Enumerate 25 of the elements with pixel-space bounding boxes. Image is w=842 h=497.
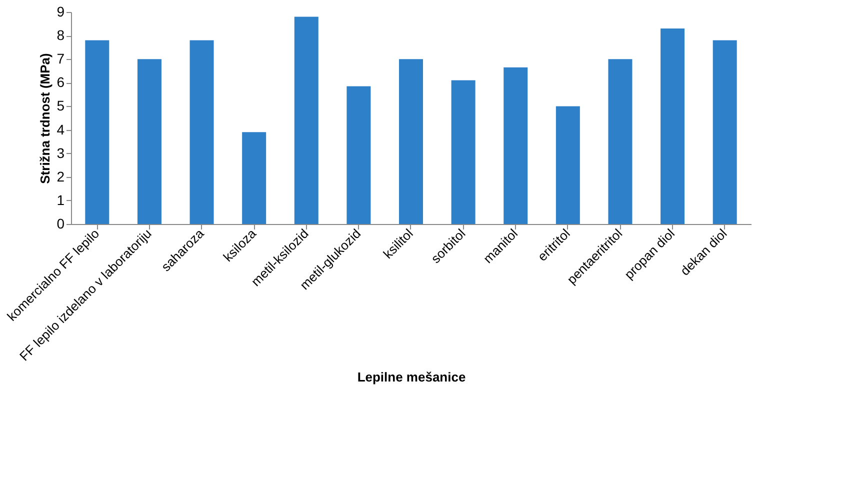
bar [660, 28, 685, 224]
bar [712, 40, 737, 224]
y-tick-label: 2 [56, 168, 65, 184]
y-tick-label: 8 [56, 27, 65, 44]
bar [399, 59, 423, 224]
bar [346, 86, 371, 224]
x-axis-title: Lepilne mešanice [357, 370, 466, 385]
y-tick-label: 9 [56, 4, 65, 20]
y-tick-label: 1 [56, 192, 65, 208]
y-tick-label: 5 [56, 98, 65, 114]
bar [556, 106, 580, 224]
bar [608, 59, 632, 224]
y-tick-label: 4 [56, 121, 65, 138]
bar [451, 80, 476, 224]
bar [294, 16, 318, 224]
bar [137, 59, 162, 224]
y-tick-label: 7 [56, 50, 65, 67]
bar [504, 67, 528, 224]
y-axis-title: Strižna trdnost (MPa) [38, 53, 53, 184]
bar [190, 40, 214, 224]
y-tick-label: 6 [56, 74, 65, 90]
bar [85, 40, 110, 224]
bar [242, 132, 266, 224]
y-tick-label: 0 [56, 216, 65, 232]
y-tick-label: 3 [56, 144, 65, 161]
